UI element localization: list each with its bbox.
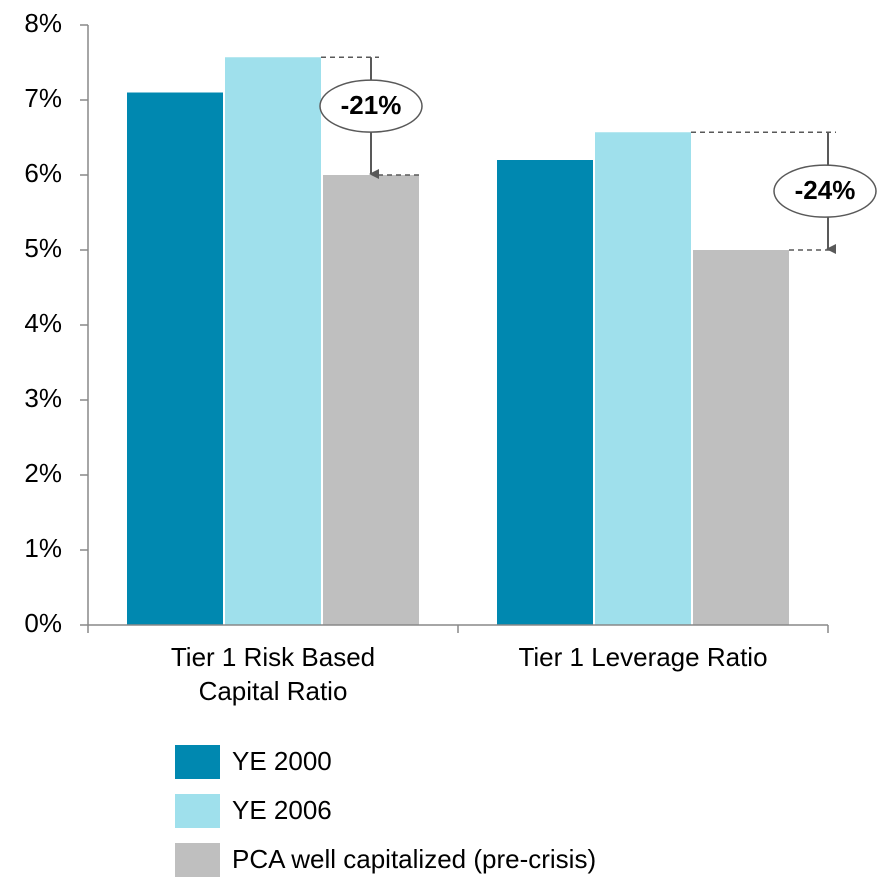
legend-swatch xyxy=(175,794,220,828)
bar xyxy=(595,132,691,625)
y-tick-label: 8% xyxy=(24,8,62,38)
annotation-bubble xyxy=(319,79,423,133)
bar xyxy=(225,57,321,625)
annotation-label: -21% xyxy=(341,90,402,120)
y-tick-label: 4% xyxy=(24,308,62,338)
y-tick-label: 7% xyxy=(24,83,62,113)
bar xyxy=(497,160,593,625)
x-tick-label: Tier 1 Risk Based Capital Ratio xyxy=(170,642,376,706)
y-tick-label: 2% xyxy=(24,458,62,488)
y-tick-label: 0% xyxy=(24,608,62,638)
bar xyxy=(127,92,223,625)
annotation-label: -24% xyxy=(795,175,856,205)
legend-swatch xyxy=(175,745,220,779)
bar xyxy=(323,175,419,625)
y-tick-label: 6% xyxy=(24,158,62,188)
legend-label: YE 2006 xyxy=(232,795,332,825)
annotation-bubble xyxy=(773,164,877,218)
legend-swatch xyxy=(175,843,220,877)
y-tick-label: 5% xyxy=(24,233,62,263)
y-tick-label: 3% xyxy=(24,383,62,413)
y-tick-label: 1% xyxy=(24,533,62,563)
x-tick-label: Tier 1 Leverage Ratio xyxy=(518,642,768,672)
bar xyxy=(693,250,789,625)
legend-label: YE 2000 xyxy=(232,746,332,776)
legend-label: PCA well capitalized (pre-crisis) xyxy=(232,844,596,874)
